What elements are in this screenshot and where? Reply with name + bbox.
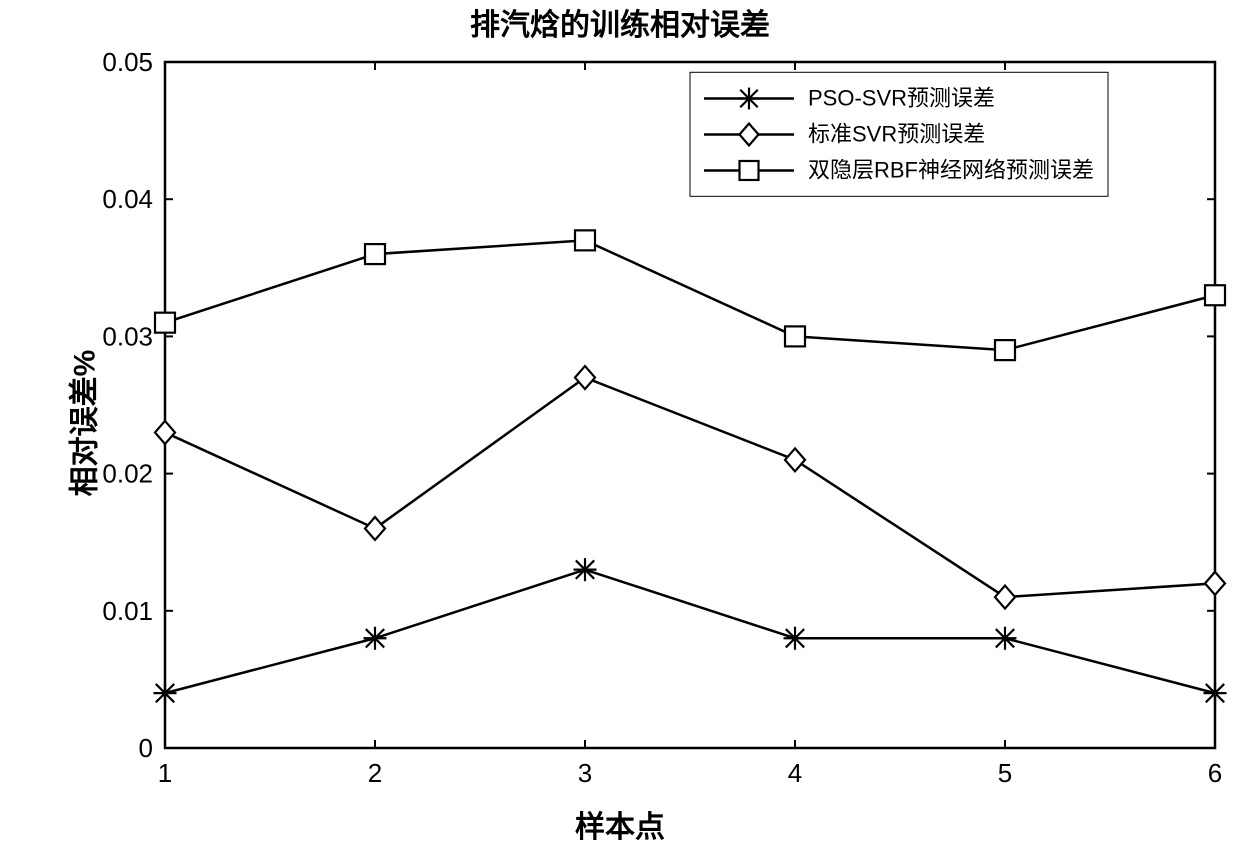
svg-text:0.03: 0.03 bbox=[102, 321, 153, 351]
svg-text:1: 1 bbox=[158, 758, 172, 788]
svg-text:0.05: 0.05 bbox=[102, 47, 153, 77]
chart-svg: 1 2 3 4 5 6 0 0.01 0.02 0.03 0.04 0.05 PSO-SVR预测误差标准… bbox=[0, 0, 1240, 846]
svg-text:0.02: 0.02 bbox=[102, 459, 153, 489]
svg-text:标准SVR预测误差: 标准SVR预测误差 bbox=[808, 122, 985, 147]
svg-text:3: 3 bbox=[578, 758, 592, 788]
svg-text:0: 0 bbox=[139, 733, 153, 763]
svg-text:双隐层RBF神经网络预测误差: 双隐层RBF神经网络预测误差 bbox=[808, 158, 1094, 183]
svg-text:2: 2 bbox=[368, 758, 382, 788]
chart-container: 排汽焓的训练相对误差 相对误差% 样本点 12345600.010.020.03… bbox=[0, 0, 1240, 846]
svg-text:0.04: 0.04 bbox=[102, 184, 153, 214]
svg-text:4: 4 bbox=[788, 758, 802, 788]
svg-text:5: 5 bbox=[998, 758, 1012, 788]
svg-text:0.01: 0.01 bbox=[102, 596, 153, 626]
svg-text:6: 6 bbox=[1208, 758, 1222, 788]
svg-text:PSO-SVR预测误差: PSO-SVR预测误差 bbox=[808, 86, 995, 111]
